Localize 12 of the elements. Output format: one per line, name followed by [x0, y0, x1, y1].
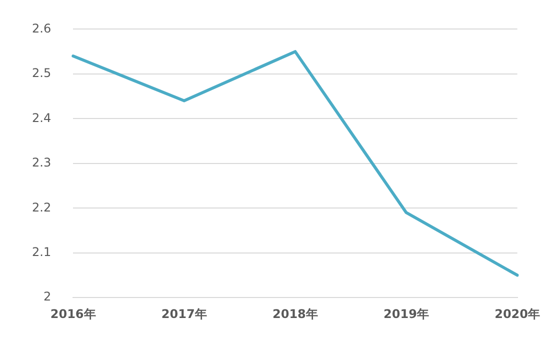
y-tick-label: 2: [43, 290, 52, 304]
y-tick-label: 2.1: [32, 244, 52, 259]
x-tick-label: 2016年: [50, 306, 96, 321]
y-tick-label: 2.6: [32, 21, 52, 36]
y-tick-label: 2.5: [32, 66, 52, 80]
y-tick-label: 2.4: [32, 110, 52, 125]
x-tick-label: 2017年: [161, 306, 207, 321]
x-tick-label: 2018年: [272, 306, 318, 321]
y-tick-label: 2.2: [32, 200, 52, 214]
x-tick-label: 2020年: [494, 306, 540, 321]
y-tick-label: 2.3: [32, 156, 52, 170]
x-tick-label: 2019年: [384, 306, 429, 321]
